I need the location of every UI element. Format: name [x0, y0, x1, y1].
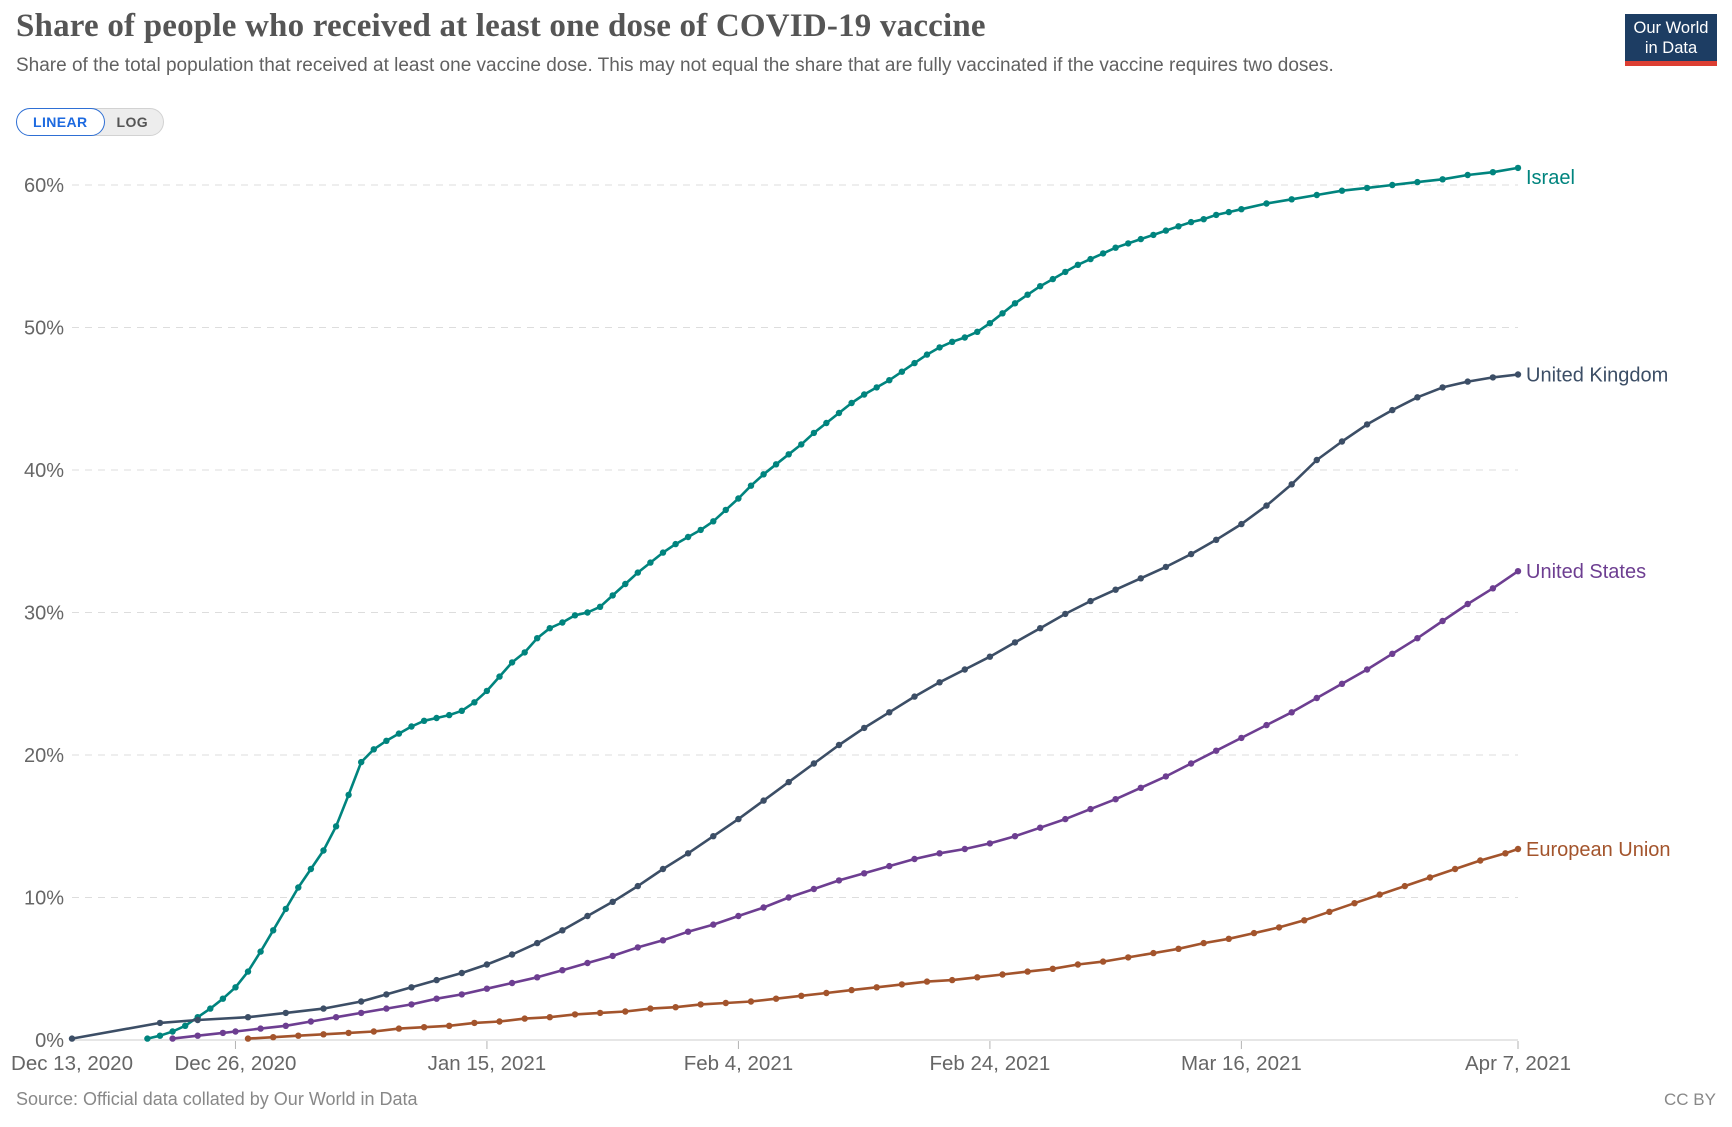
owid-logo[interactable]: Our World in Data — [1625, 14, 1717, 66]
series-dots-european-union — [244, 845, 1522, 1042]
y-tick-label-30: 30% — [24, 603, 64, 625]
owid-logo-line2: in Data — [1644, 39, 1698, 57]
y-tick-label-50: 50% — [24, 318, 64, 340]
x-tick-label-jan-15-2021: Jan 15, 2021 — [428, 1052, 547, 1075]
series-european-union[interactable]: European Union — [244, 839, 1671, 1042]
series-label-european-union[interactable]: European Union — [1526, 839, 1671, 861]
y-tick-label-10: 10% — [24, 888, 64, 910]
owid-logo-line1: Our World — [1633, 19, 1709, 37]
series-label-united-kingdom[interactable]: United Kingdom — [1526, 365, 1668, 387]
series-line-israel[interactable] — [147, 166, 1519, 1040]
linear-scale-button[interactable]: LINEAR — [16, 108, 105, 136]
series-dots-israel — [144, 164, 1522, 1042]
x-tick-label-feb-4-2021: Feb 4, 2021 — [684, 1052, 793, 1075]
series-united-kingdom[interactable]: United Kingdom — [68, 365, 1669, 1042]
chart-subtitle: Share of the total population that recei… — [16, 55, 1334, 76]
chart-title: Share of people who received at least on… — [16, 8, 986, 44]
series-dots-united-kingdom — [68, 371, 1522, 1042]
source-note[interactable]: Source: Official data collated by Our Wo… — [16, 1089, 418, 1109]
y-tick-label-60: 60% — [24, 175, 64, 197]
series-united-states[interactable]: United States — [169, 561, 1646, 1042]
series-line-european-union[interactable] — [247, 847, 1519, 1040]
license-cc-by[interactable]: CC BY — [1664, 1090, 1716, 1109]
series-line-united-states[interactable] — [172, 570, 1519, 1040]
series-label-israel[interactable]: Israel — [1526, 167, 1575, 189]
x-tick-label-dec-13-2020: Dec 13, 2020 — [11, 1052, 133, 1075]
scale-toggle: LINEAR LOG — [16, 108, 165, 136]
series-label-united-states[interactable]: United States — [1526, 561, 1646, 583]
x-tick-label-apr-7-2021: Apr 7, 2021 — [1465, 1052, 1571, 1075]
y-tick-label-20: 20% — [24, 745, 64, 767]
x-tick-label-mar-16-2021: Mar 16, 2021 — [1181, 1052, 1302, 1075]
x-tick-label-feb-24-2021: Feb 24, 2021 — [929, 1052, 1050, 1075]
series-dots-united-states — [169, 568, 1522, 1042]
series-israel[interactable]: Israel — [144, 164, 1575, 1042]
x-tick-label-dec-26-2020: Dec 26, 2020 — [174, 1052, 296, 1075]
y-tick-label-40: 40% — [24, 460, 64, 482]
y-tick-label-0: 0% — [35, 1030, 64, 1052]
